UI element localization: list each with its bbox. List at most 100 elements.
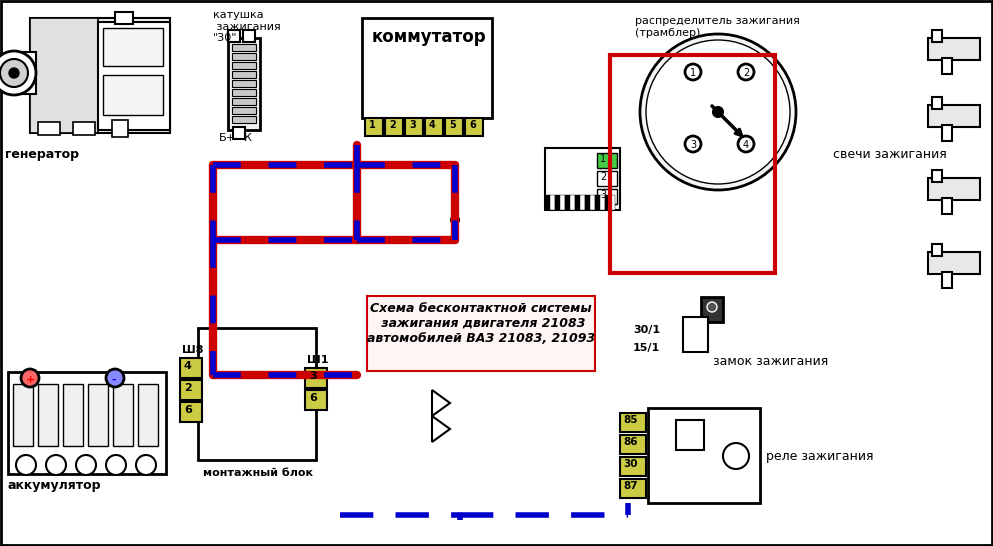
Bar bbox=[932, 170, 942, 182]
Text: +: + bbox=[26, 375, 35, 385]
Bar bbox=[180, 358, 202, 378]
Bar bbox=[8, 372, 166, 474]
Bar bbox=[30, 18, 170, 133]
Circle shape bbox=[713, 107, 723, 117]
Text: 30: 30 bbox=[623, 459, 638, 469]
Bar bbox=[620, 413, 646, 432]
Bar bbox=[243, 30, 255, 42]
Bar bbox=[595, 195, 600, 210]
Bar bbox=[232, 80, 256, 87]
Text: замок зажигания: замок зажигания bbox=[713, 355, 828, 368]
Bar bbox=[928, 38, 980, 60]
Bar bbox=[928, 105, 980, 127]
Text: 2: 2 bbox=[184, 383, 192, 393]
Bar bbox=[580, 195, 585, 210]
Text: 4: 4 bbox=[743, 140, 749, 150]
Bar bbox=[676, 420, 704, 450]
Polygon shape bbox=[432, 390, 450, 416]
Circle shape bbox=[76, 455, 96, 475]
Bar bbox=[942, 198, 952, 214]
Text: 3: 3 bbox=[690, 140, 696, 150]
Bar bbox=[8, 52, 36, 94]
Bar bbox=[600, 195, 605, 210]
Bar bbox=[362, 18, 492, 118]
Text: коммутатор: коммутатор bbox=[372, 28, 487, 46]
Circle shape bbox=[106, 369, 124, 387]
Bar bbox=[232, 62, 256, 69]
Text: Схема бесконтактной системы
 зажигания двигателя 21083
автомобилей ВАЗ 21083, 21: Схема бесконтактной системы зажигания дв… bbox=[366, 302, 595, 345]
Text: 1: 1 bbox=[600, 154, 606, 164]
Bar bbox=[232, 53, 256, 60]
Circle shape bbox=[723, 443, 749, 469]
Bar bbox=[683, 317, 708, 352]
Text: 4: 4 bbox=[429, 120, 436, 130]
Text: свечи зажигания: свечи зажигания bbox=[833, 148, 946, 161]
Bar bbox=[597, 171, 617, 186]
Text: 2: 2 bbox=[743, 68, 750, 78]
Bar bbox=[932, 30, 942, 42]
Text: генератор: генератор bbox=[5, 148, 79, 161]
Bar bbox=[305, 368, 327, 388]
Text: 2: 2 bbox=[389, 120, 396, 130]
Bar bbox=[575, 195, 580, 210]
Text: 85: 85 bbox=[623, 415, 638, 425]
Bar bbox=[63, 384, 83, 446]
Circle shape bbox=[21, 369, 39, 387]
Text: 1: 1 bbox=[690, 68, 696, 78]
Bar bbox=[232, 89, 256, 96]
Bar bbox=[232, 71, 256, 78]
Circle shape bbox=[451, 216, 459, 224]
Circle shape bbox=[685, 136, 701, 152]
Bar bbox=[610, 55, 775, 273]
Bar bbox=[232, 116, 256, 123]
Bar bbox=[610, 195, 615, 210]
Text: -: - bbox=[111, 375, 115, 385]
Bar bbox=[590, 195, 595, 210]
Bar bbox=[228, 38, 260, 130]
Bar bbox=[232, 98, 256, 105]
Text: 86: 86 bbox=[623, 437, 638, 447]
Bar bbox=[180, 402, 202, 422]
Bar bbox=[605, 195, 610, 210]
Circle shape bbox=[640, 34, 796, 190]
Text: 30/1: 30/1 bbox=[633, 325, 660, 335]
Bar bbox=[112, 120, 128, 137]
Bar bbox=[560, 195, 565, 210]
Bar bbox=[460, 388, 628, 520]
Text: реле зажигания: реле зажигания bbox=[766, 450, 874, 463]
Circle shape bbox=[685, 64, 701, 80]
Bar bbox=[445, 118, 463, 136]
Text: 2: 2 bbox=[600, 172, 607, 182]
Text: 3: 3 bbox=[600, 190, 606, 200]
Bar bbox=[38, 122, 60, 135]
Bar bbox=[648, 408, 760, 503]
Text: 6: 6 bbox=[469, 120, 476, 130]
Circle shape bbox=[0, 51, 36, 95]
Circle shape bbox=[0, 59, 28, 87]
Circle shape bbox=[16, 455, 36, 475]
Text: 3: 3 bbox=[409, 120, 416, 130]
Bar bbox=[13, 384, 33, 446]
Bar bbox=[550, 195, 555, 210]
Bar bbox=[597, 189, 617, 204]
Circle shape bbox=[46, 455, 66, 475]
Bar bbox=[932, 244, 942, 256]
Bar bbox=[620, 479, 646, 498]
Bar bbox=[942, 272, 952, 288]
Bar bbox=[88, 384, 108, 446]
Bar bbox=[73, 122, 95, 135]
Text: распределитель зажигания
(трамблер): распределитель зажигания (трамблер) bbox=[635, 16, 800, 38]
Bar bbox=[942, 58, 952, 74]
Bar bbox=[180, 380, 202, 400]
Bar bbox=[228, 30, 240, 42]
Text: 6: 6 bbox=[309, 393, 317, 403]
Circle shape bbox=[738, 136, 754, 152]
Bar bbox=[232, 107, 256, 114]
Text: Ш1: Ш1 bbox=[307, 355, 329, 365]
Text: К: К bbox=[244, 133, 252, 143]
Bar bbox=[405, 118, 423, 136]
Circle shape bbox=[707, 302, 717, 312]
Bar bbox=[545, 148, 620, 210]
Bar bbox=[305, 390, 327, 410]
Bar bbox=[233, 127, 245, 139]
